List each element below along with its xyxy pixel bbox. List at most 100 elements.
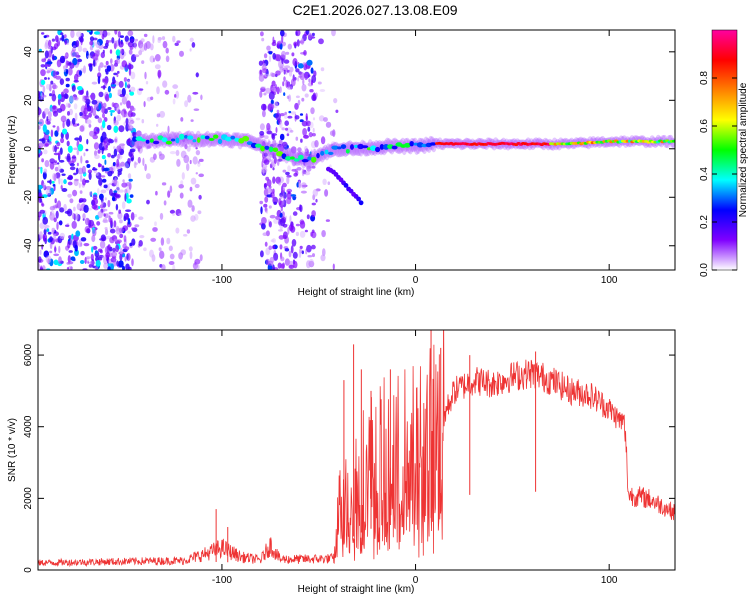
noise-speckle: [102, 49, 105, 54]
noise-speckle: [292, 58, 298, 67]
noise-speckle: [87, 55, 92, 59]
noise-speckle: [51, 227, 56, 233]
noise-speckle: [299, 71, 305, 81]
noise-speckle: [290, 245, 294, 254]
noise-speckle: [111, 196, 116, 202]
noise-speckle: [324, 189, 329, 197]
noise-speckle: [192, 91, 199, 95]
noise-speckle: [79, 70, 82, 76]
noise-speckle: [261, 223, 266, 230]
noise-speckle: [111, 154, 115, 159]
noise-speckle: [51, 180, 55, 184]
noise-speckle: [88, 264, 93, 268]
noise-speckle: [128, 49, 133, 55]
noise-speckle: [169, 185, 173, 193]
noise-speckle: [128, 137, 131, 146]
noise-speckle: [87, 105, 92, 112]
noise-speckle: [260, 206, 263, 215]
colorbar-tick-label: 0.8: [699, 71, 710, 85]
noise-speckle: [76, 31, 82, 38]
noise-speckle: [38, 148, 41, 154]
noise-speckle: [279, 121, 283, 129]
noise-speckle: [64, 39, 67, 46]
noise-speckle: [52, 145, 55, 153]
noise-speckle: [117, 174, 120, 177]
noise-speckle: [296, 167, 302, 171]
noise-speckle: [260, 86, 266, 89]
noise-speckle: [77, 45, 83, 52]
noise-speckle: [89, 94, 95, 98]
noise-speckle: [102, 255, 107, 260]
noise-speckle: [74, 51, 80, 58]
noise-speckle: [113, 220, 117, 228]
ridge-blob: [370, 145, 377, 151]
noise-speckle: [278, 235, 285, 240]
noise-speckle: [54, 245, 57, 254]
noise-speckle: [191, 205, 195, 212]
noise-speckle: [109, 236, 115, 244]
noise-speckle: [280, 30, 285, 37]
noise-speckle: [200, 94, 203, 101]
noise-speckle: [92, 228, 97, 237]
noise-speckle: [270, 151, 274, 156]
noise-speckle: [67, 176, 71, 180]
noise-speckle: [68, 235, 72, 239]
noise-speckle: [285, 51, 290, 55]
noise-speckle: [118, 227, 124, 234]
noise-speckle: [323, 117, 328, 122]
noise-speckle: [263, 159, 270, 165]
noise-speckle: [44, 77, 47, 80]
noise-speckle: [149, 249, 154, 258]
noise-speckle: [98, 102, 102, 111]
noise-speckle: [107, 244, 111, 251]
noise-speckle: [49, 107, 53, 111]
noise-speckle: [295, 68, 300, 73]
noise-speckle: [312, 253, 315, 258]
noise-speckle: [290, 146, 297, 154]
noise-speckle: [268, 205, 272, 209]
noise-speckle: [103, 213, 106, 217]
noise-speckle: [121, 110, 125, 119]
noise-speckle: [62, 128, 68, 135]
noise-speckle: [52, 70, 57, 79]
noise-speckle: [69, 166, 76, 171]
noise-speckle: [86, 164, 91, 168]
noise-speckle: [281, 187, 285, 193]
noise-speckle: [42, 85, 46, 93]
noise-speckle: [300, 138, 303, 143]
noise-speckle: [85, 98, 91, 105]
ridge-blob: [391, 145, 398, 150]
ridge-blob: [225, 136, 232, 142]
x-tick-label: 0: [413, 575, 419, 586]
noise-speckle: [75, 167, 79, 175]
noise-speckle: [286, 86, 293, 90]
noise-speckle: [55, 203, 59, 209]
noise-speckle: [99, 62, 104, 68]
noise-speckle: [107, 107, 112, 110]
noise-speckle: [72, 212, 75, 220]
noise-speckle: [89, 191, 93, 196]
noise-speckle: [197, 160, 200, 164]
noise-speckle: [102, 113, 105, 119]
noise-speckle: [49, 93, 53, 97]
noise-speckle: [149, 43, 154, 51]
noise-speckle: [41, 244, 44, 250]
noise-speckle: [150, 96, 154, 101]
noise-speckle: [192, 156, 198, 165]
noise-speckle: [52, 110, 59, 117]
noise-speckle: [95, 41, 100, 49]
noise-speckle: [138, 147, 141, 152]
noise-speckle: [268, 55, 272, 63]
noise-speckle: [169, 209, 175, 214]
noise-speckle: [175, 149, 180, 156]
noise-speckle: [91, 99, 98, 105]
noise-speckle: [308, 78, 311, 83]
noise-speckle: [52, 125, 56, 128]
noise-speckle: [124, 256, 127, 262]
noise-speckle: [67, 255, 71, 264]
noise-speckle: [312, 92, 317, 101]
noise-speckle: [53, 217, 57, 223]
noise-speckle: [113, 258, 117, 267]
noise-speckle: [71, 85, 76, 92]
noise-speckle: [186, 146, 191, 152]
